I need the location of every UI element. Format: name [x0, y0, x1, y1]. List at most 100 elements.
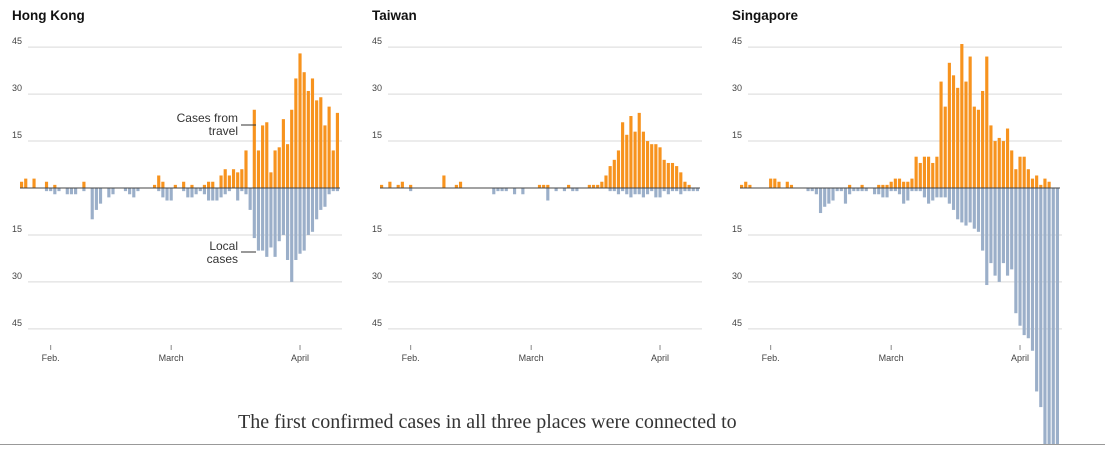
travel-bar [202, 184, 207, 188]
local-bar [1010, 188, 1014, 270]
local-bar [1001, 188, 1005, 264]
local-bar [277, 188, 281, 242]
x-tick-label: Feb. [762, 353, 780, 363]
local-bar [972, 188, 976, 229]
local-bar [256, 188, 261, 251]
local-bar [215, 188, 219, 201]
local-bar [931, 188, 935, 201]
local-bar [1055, 188, 1059, 444]
travel-bar [683, 181, 687, 188]
travel-bar [298, 53, 302, 188]
local-bar [315, 188, 319, 220]
local-bar [860, 188, 864, 192]
travel-bar [269, 172, 273, 188]
travel-bar [231, 169, 236, 188]
local-bar [1014, 188, 1018, 314]
local-bar [409, 188, 413, 192]
local-bar [1018, 188, 1022, 326]
chart-panel-taiwan: Taiwan 45 30 15 15 30 45 Feb. March April [372, 0, 717, 452]
travel-bar [1030, 178, 1035, 188]
travel-bar [951, 75, 956, 188]
local-bar [111, 188, 115, 195]
local-bar [128, 188, 132, 195]
local-bar [893, 188, 897, 192]
local-bar [319, 188, 323, 210]
local-bar [906, 188, 910, 201]
travel-bar [273, 150, 277, 188]
y-tick-label: 45 [732, 36, 742, 46]
local-bar [927, 188, 931, 204]
local-bar [947, 188, 951, 204]
y-tick-label: 45 [732, 318, 742, 328]
travel-bar [380, 184, 384, 188]
local-bar [302, 188, 306, 251]
local-bar [546, 188, 550, 201]
local-bar [964, 188, 968, 226]
local-bar [951, 188, 956, 210]
local-bar [182, 188, 186, 192]
local-bar [335, 188, 339, 192]
local-bar [666, 188, 670, 195]
local-bar [186, 188, 190, 198]
x-tick-label: Feb. [402, 353, 420, 363]
travel-bar [454, 184, 458, 188]
local-bar [562, 188, 567, 192]
local-bar [512, 188, 517, 195]
travel-bar [1001, 141, 1005, 188]
travel-bar [190, 184, 194, 188]
travel-bar [785, 181, 789, 188]
local-bar [1005, 188, 1010, 276]
local-bar [94, 188, 98, 210]
local-bar [236, 188, 240, 201]
travel-bar [889, 181, 893, 188]
chart-taiwan: 45 30 15 15 30 45 Feb. March April [372, 36, 702, 363]
travel-bar [290, 109, 294, 188]
travel-bar [679, 172, 683, 188]
travel-bar [400, 181, 404, 188]
travel-bar [662, 159, 666, 188]
travel-bar [910, 178, 914, 188]
local-bar [1030, 188, 1035, 351]
travel-bar [625, 134, 629, 188]
local-bar [872, 188, 877, 195]
local-bar [985, 188, 989, 286]
chart-panel-singapore: Singapore 45 30 15 15 30 45 Feb. March April [732, 0, 1077, 452]
travel-bar [877, 184, 881, 188]
x-tick-label: March [879, 353, 904, 363]
travel-bar [388, 181, 392, 188]
travel-bar [927, 156, 931, 188]
local-bar [248, 188, 252, 210]
local-bar [885, 188, 889, 198]
travel-bar [223, 169, 227, 188]
travel-bar [993, 141, 997, 188]
local-bar [675, 188, 679, 192]
y-tick-label: 15 [12, 130, 22, 140]
local-bar [298, 188, 302, 254]
local-bar [633, 188, 637, 195]
local-bar [323, 188, 327, 207]
local-bar [1039, 188, 1043, 408]
travel-bar [587, 184, 591, 188]
local-bar [169, 188, 173, 201]
local-bar [608, 188, 612, 192]
x-tick-label: March [159, 353, 184, 363]
travel-bar [173, 184, 177, 188]
local-bar [306, 188, 310, 235]
local-bar [82, 188, 86, 192]
local-bar [281, 188, 285, 235]
local-bar [294, 188, 298, 260]
chart-title-taiwan: Taiwan [372, 8, 417, 23]
local-bar [1026, 188, 1030, 339]
local-bar [1051, 188, 1055, 444]
travel-bar [1026, 169, 1030, 188]
annotation-local-line2: cases [207, 252, 238, 266]
local-bar [993, 188, 997, 276]
travel-bar [240, 169, 244, 188]
local-bar [670, 188, 675, 192]
travel-bar [666, 162, 670, 188]
travel-bar [773, 178, 777, 188]
travel-bar [645, 141, 650, 188]
y-tick-label: 15 [372, 130, 382, 140]
local-bar [132, 188, 136, 198]
travel-bar [997, 137, 1001, 188]
